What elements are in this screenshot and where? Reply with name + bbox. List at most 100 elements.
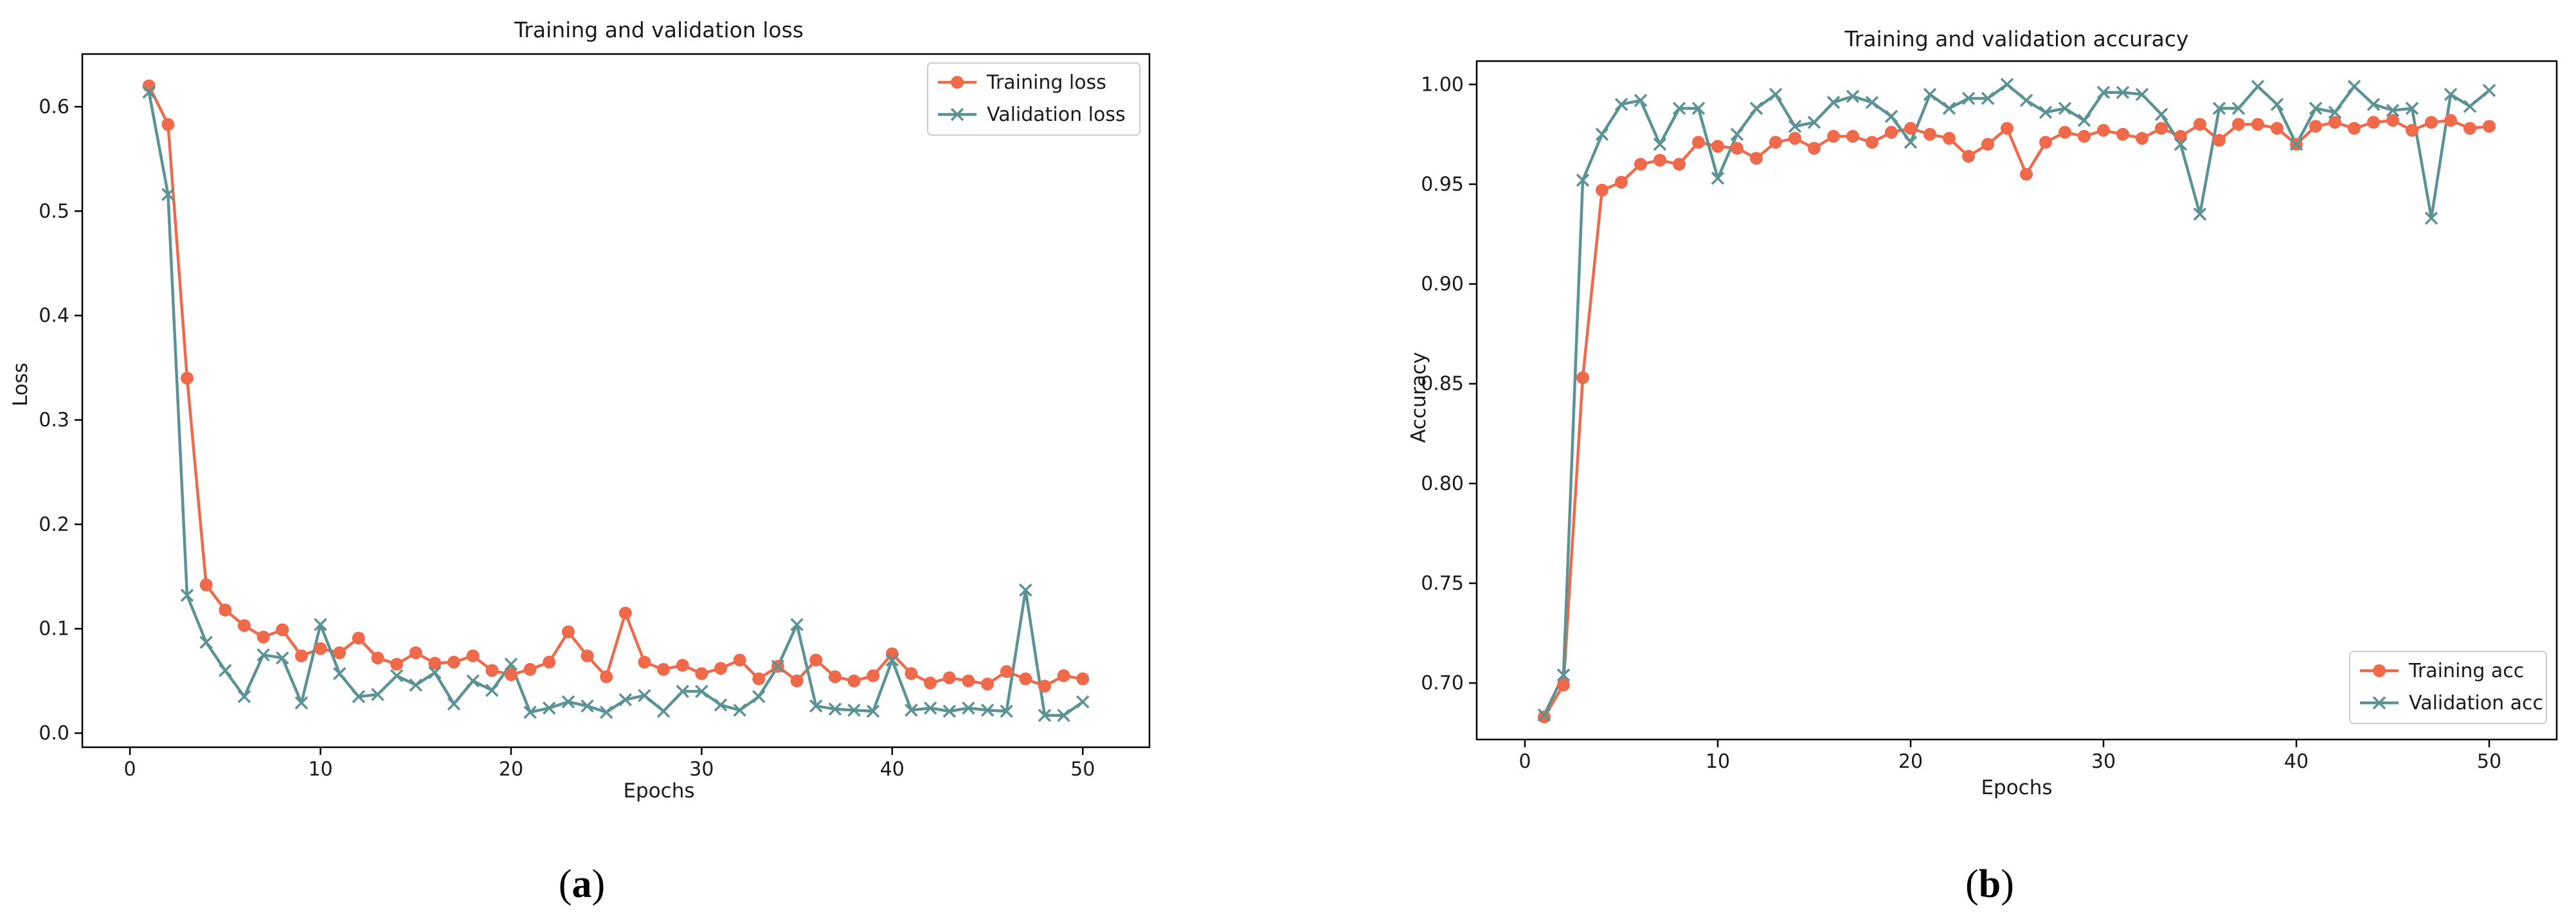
accuracy-validation-point <box>1730 127 1744 141</box>
loss-validation-point <box>237 690 251 704</box>
loss-training-point <box>219 603 232 617</box>
loss-validation-point <box>1019 583 1032 597</box>
accuracy-training-point <box>1692 136 1705 149</box>
loss-training-point <box>237 619 251 632</box>
loss-y-tick-label: 0.3 <box>39 409 69 431</box>
accuracy-legend-label-training: Training acc <box>2408 660 2524 682</box>
loss-validation-point <box>314 618 327 631</box>
accuracy-validation-point <box>2039 105 2053 119</box>
loss-training-point <box>1019 672 1032 685</box>
accuracy-training-point <box>1576 371 1589 385</box>
loss-validation-point <box>809 699 823 713</box>
accuracy-validation-point <box>2482 84 2496 97</box>
loss-training-point <box>905 667 918 680</box>
accuracy-validation-point <box>1634 93 1648 107</box>
accuracy-validation-point <box>1672 102 1686 115</box>
accuracy-validation-point <box>1884 109 1898 123</box>
accuracy-training-point <box>1673 158 1686 171</box>
accuracy-validation-point <box>1904 136 1918 149</box>
accuracy-training-point <box>1866 136 1878 149</box>
accuracy-validation-point <box>2405 102 2419 115</box>
loss-training-point <box>409 646 422 660</box>
loss-chart-plot-area: 0 10 20 30 40 50 0.0 0.1 0.2 0.3 0.4 0.5 0.6 Training… <box>39 53 1151 781</box>
loss-validation-point <box>428 666 442 680</box>
accuracy-training-point <box>1846 129 1859 143</box>
accuracy-chart: Training and validation accuracy Epochs … <box>1407 26 2558 799</box>
accuracy-training-point <box>2136 132 2148 145</box>
accuracy-y-tick-label: 1.00 <box>1421 73 1464 96</box>
accuracy-validation-point <box>1769 87 1783 102</box>
loss-training-point <box>752 672 766 685</box>
loss-training-point <box>657 663 671 676</box>
accuracy-training-point <box>1943 132 1956 145</box>
accuracy-training-point <box>2058 125 2071 139</box>
loss-validation-point <box>543 701 556 715</box>
loss-validation-point <box>771 659 785 673</box>
accuracy-y-tick-label: 0.70 <box>1421 672 1464 695</box>
loss-legend-marker-training <box>951 76 964 89</box>
loss-validation-point <box>276 651 289 665</box>
accuracy-training-point <box>2020 167 2033 181</box>
loss-training-point <box>618 606 632 620</box>
loss-validation-point <box>390 669 404 683</box>
loss-validation-point <box>1000 704 1013 718</box>
loss-validation-point <box>581 699 594 713</box>
loss-validation-point <box>752 690 766 704</box>
accuracy-validation-point <box>1691 102 1706 115</box>
accuracy-training-point <box>2193 118 2206 131</box>
accuracy-validation-point <box>1846 89 1860 104</box>
accuracy-x-tick-label: 40 <box>2284 750 2309 773</box>
accuracy-validation-point <box>2463 100 2477 113</box>
loss-validation-point <box>942 704 956 718</box>
loss-training-point <box>561 625 575 639</box>
accuracy-training-point <box>1962 150 1975 163</box>
accuracy-validation-point <box>2424 211 2438 225</box>
loss-validation-point <box>828 702 842 716</box>
accuracy-x-tick-label: 30 <box>2091 750 2116 773</box>
accuracy-training-point <box>2348 122 2361 135</box>
loss-training-point <box>790 674 804 687</box>
loss-training-point <box>390 657 404 671</box>
loss-training-point <box>638 655 651 669</box>
loss-legend-label-validation: Validation loss <box>987 104 1126 126</box>
accuracy-training-point <box>1923 127 1936 141</box>
loss-y-tick-label: 0.5 <box>39 200 69 222</box>
loss-validation-point <box>199 635 213 649</box>
loss-validation-point <box>866 704 880 718</box>
loss-training-point <box>581 649 594 662</box>
accuracy-training-point <box>2251 118 2264 131</box>
accuracy-y-tick-label: 0.80 <box>1421 473 1464 495</box>
loss-training-point <box>733 653 746 667</box>
loss-training-point <box>1076 672 1090 685</box>
loss-y-tick-label: 0.0 <box>39 722 69 745</box>
loss-training-point <box>504 668 518 682</box>
accuracy-training-point <box>2328 116 2341 129</box>
accuracy-training-point <box>1634 158 1647 171</box>
loss-training-point <box>695 667 708 680</box>
accuracy-training-point <box>1557 678 1570 692</box>
loss-validation-point <box>466 674 480 688</box>
loss-validation-point <box>656 704 671 718</box>
loss-training-point <box>485 664 499 677</box>
accuracy-validation-point <box>2174 138 2188 151</box>
loss-training-point <box>181 372 194 385</box>
accuracy-training-point <box>1538 710 1551 723</box>
accuracy-validation-point <box>1942 102 1956 115</box>
accuracy-validation-point <box>2154 107 2168 122</box>
accuracy-training-point <box>1904 122 1917 135</box>
loss-y-tick-label: 0.6 <box>39 96 69 118</box>
loss-validation-point <box>733 704 746 717</box>
accuracy-x-tick-label: 50 <box>2477 750 2501 773</box>
loss-validation-point <box>294 696 309 710</box>
accuracy-training-point <box>2078 129 2091 143</box>
accuracy-series-line-validation <box>1542 83 2490 716</box>
accuracy-training-point <box>1731 141 1743 155</box>
loss-legend-box <box>927 62 1140 136</box>
accuracy-validation-point <box>1595 127 1609 141</box>
loss-validation-point <box>638 689 651 702</box>
loss-training-point <box>867 669 880 682</box>
accuracy-validation-point <box>1865 95 1879 109</box>
accuracy-validation-point <box>2309 102 2323 115</box>
accuracy-validation-point <box>2058 102 2072 115</box>
